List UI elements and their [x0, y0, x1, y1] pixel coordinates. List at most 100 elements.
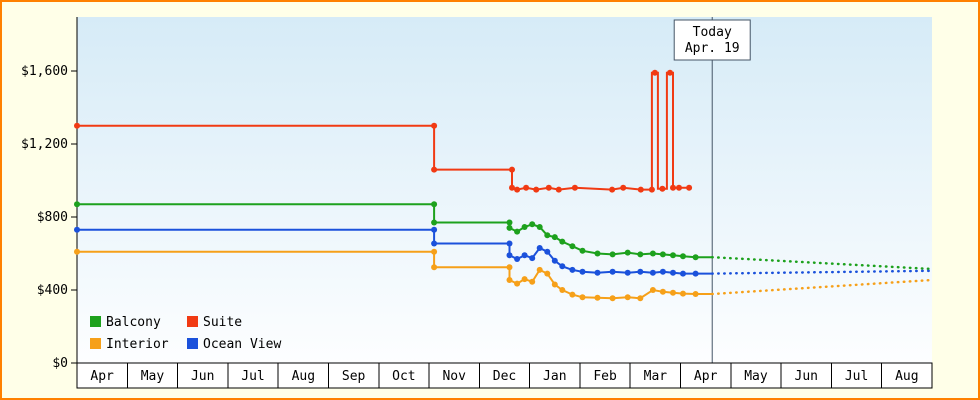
legend-label-ocean-view: Ocean View: [203, 337, 281, 352]
series-balcony-marker: [506, 219, 513, 226]
series-interior-marker: [431, 248, 438, 255]
series-ocean-view-marker: [559, 263, 566, 270]
series-balcony-marker: [659, 251, 666, 258]
series-ocean-view-marker: [529, 255, 536, 262]
series-ocean-view-marker: [659, 268, 666, 275]
series-ocean-view-marker: [609, 268, 616, 275]
series-balcony-marker: [514, 228, 521, 235]
series-balcony-marker: [431, 201, 438, 208]
x-axis-month-label: Oct: [392, 369, 415, 384]
series-suite-marker: [686, 184, 693, 191]
series-ocean-view-marker: [521, 252, 528, 259]
series-ocean-view-marker: [579, 268, 586, 275]
legend-swatch-ocean-view: [187, 338, 198, 349]
x-axis-month-label: Mar: [644, 369, 668, 384]
legend-label-suite: Suite: [203, 315, 242, 330]
series-interior-marker: [670, 289, 676, 296]
series-balcony-marker: [521, 224, 528, 230]
series-interior-marker: [569, 291, 576, 298]
series-ocean-view-marker: [506, 252, 513, 259]
series-balcony-marker: [680, 253, 686, 260]
series-interior-marker: [506, 277, 513, 283]
series-ocean-view-projection: [710, 269, 934, 275]
series-balcony-marker: [544, 232, 551, 239]
x-axis-month-label: Jan: [543, 369, 566, 384]
series-ocean-view-marker: [506, 240, 513, 247]
series-ocean-view-marker: [594, 269, 601, 276]
series-interior-marker: [551, 281, 558, 288]
series-suite-marker: [670, 184, 676, 191]
series-ocean-view-marker: [670, 269, 676, 276]
series-interior-marker: [692, 291, 699, 297]
series-balcony-marker: [624, 249, 631, 256]
series-balcony-marker: [649, 250, 656, 257]
plot-area: [77, 17, 932, 363]
x-axis-month-label: Jun: [795, 369, 818, 384]
series-ocean-view-marker: [551, 257, 558, 264]
legend-swatch-interior: [90, 338, 101, 349]
series-interior-marker: [637, 295, 644, 302]
series-suite-marker: [620, 184, 627, 191]
y-tick-label: $0: [52, 356, 68, 371]
legend-label-balcony: Balcony: [106, 315, 161, 330]
series-suite-marker: [609, 186, 616, 193]
series-suite-marker: [523, 184, 530, 191]
month-row: [76, 362, 933, 389]
series-ocean-view: [74, 226, 934, 277]
x-axis-month-label: Jul: [845, 369, 868, 384]
series-interior-marker: [431, 264, 438, 271]
series-suite-marker: [509, 184, 515, 191]
series-ocean-view-marker: [431, 240, 438, 247]
series-ocean-view-marker: [692, 270, 699, 277]
series-balcony-marker: [579, 247, 586, 254]
series-interior-marker: [680, 290, 686, 297]
series-suite-marker: [74, 122, 80, 129]
series-ocean-view-marker: [536, 245, 543, 251]
series-suite-marker: [533, 186, 540, 193]
y-tick-label: $800: [37, 210, 68, 225]
series-suite-marker: [651, 69, 658, 76]
legend: Balcony Suite Interior Ocean View: [90, 315, 281, 352]
x-axis-month-label: Jun: [191, 369, 214, 384]
series-balcony-marker: [692, 254, 699, 261]
series-interior-marker: [559, 287, 566, 293]
series-interior: [74, 248, 934, 302]
series-ocean-view-marker: [74, 226, 80, 233]
series-balcony: [74, 201, 934, 271]
series-ocean-view-marker: [680, 270, 686, 277]
legend-label-interior: Interior: [106, 337, 169, 352]
today-label: Today: [693, 25, 732, 40]
series-suite-marker: [648, 186, 655, 193]
series-suite-marker: [545, 184, 552, 191]
series-interior-marker: [579, 294, 586, 301]
series-interior-marker: [529, 278, 536, 285]
series-suite-marker: [514, 186, 521, 193]
series-ocean-view-marker: [637, 268, 644, 275]
series-suite-marker: [555, 186, 562, 193]
series-suite: [74, 69, 693, 193]
series-suite-marker: [676, 184, 682, 191]
x-axis-month-label: Jul: [241, 369, 264, 384]
x-axis-month-label: Apr: [694, 369, 718, 384]
series-ocean-view-marker: [624, 269, 631, 276]
x-axis-month-label: Sep: [342, 369, 366, 384]
x-axis-month-label: Nov: [442, 369, 466, 384]
x-axis-month-label: Aug: [292, 369, 315, 384]
x-axis-month-label: Feb: [593, 369, 617, 384]
series-balcony-marker: [529, 221, 536, 228]
y-tick-label: $1,200: [21, 137, 68, 152]
series-balcony-marker: [670, 252, 676, 259]
series-balcony-projection: [710, 255, 934, 271]
series-suite-marker: [637, 186, 644, 193]
y-tick-label: $1,600: [21, 64, 68, 79]
series-suite-marker: [431, 166, 438, 173]
legend-swatch-suite: [187, 316, 198, 327]
series-balcony-marker: [609, 251, 616, 258]
y-tick-label: $400: [37, 283, 68, 298]
x-axis-month-label: Apr: [90, 369, 114, 384]
series-interior-marker: [514, 280, 521, 287]
series-balcony-marker: [551, 234, 558, 241]
series-balcony-marker: [506, 224, 513, 231]
